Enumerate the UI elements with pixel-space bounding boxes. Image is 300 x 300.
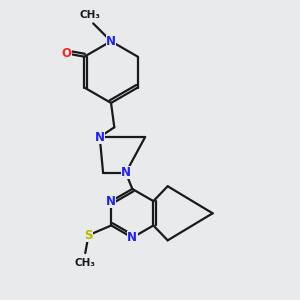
Text: O: O [61,47,71,60]
Text: N: N [106,35,116,48]
Text: N: N [95,130,105,143]
Text: N: N [121,166,131,179]
Text: N: N [106,195,116,208]
Text: CH₃: CH₃ [80,10,100,20]
Text: N: N [127,231,137,244]
Text: S: S [84,229,93,242]
Text: CH₃: CH₃ [75,258,96,268]
